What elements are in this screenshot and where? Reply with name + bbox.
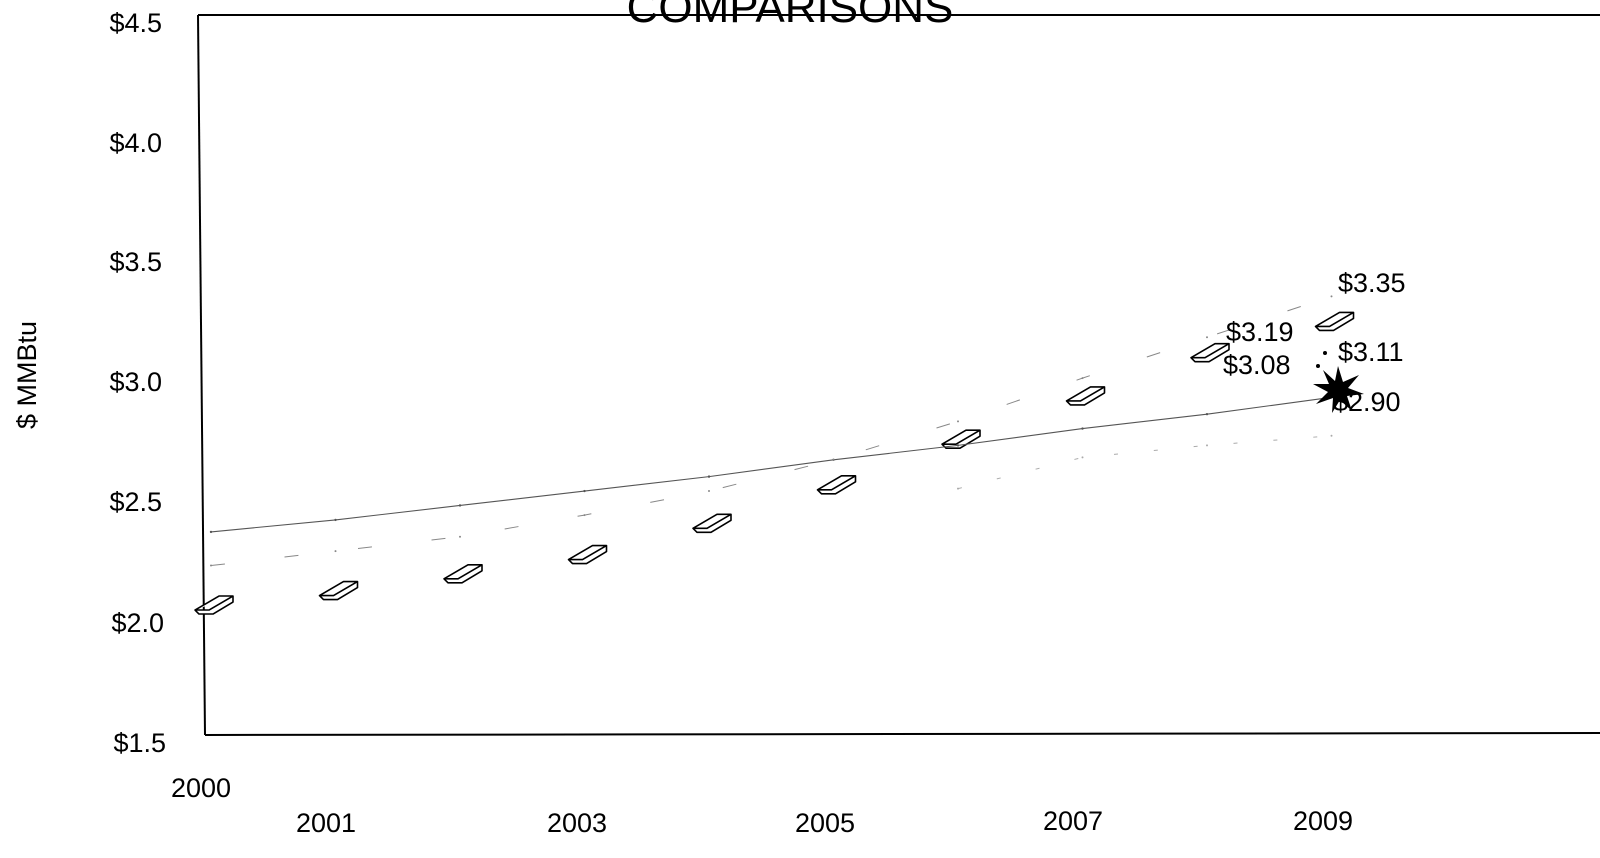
- y-tick-label: $3.0: [109, 367, 162, 397]
- data-point: [458, 504, 462, 507]
- data-point: [459, 535, 461, 538]
- data-label: $2.90: [1333, 387, 1401, 417]
- series-line: [210, 295, 1332, 567]
- data-label: $3.11: [1338, 337, 1404, 367]
- bar-marker: [443, 563, 483, 584]
- x-tick-label: 2000: [171, 773, 231, 803]
- data-point: [957, 487, 959, 490]
- y-tick-label: $4.5: [109, 8, 162, 38]
- data-label: $3.08: [1223, 350, 1291, 380]
- x-tick-label: 2001: [296, 808, 356, 838]
- bar-marker: [692, 513, 732, 534]
- bar-marker: [318, 580, 359, 601]
- bar-marker: [816, 475, 857, 495]
- star-marker: [1313, 366, 1364, 413]
- data-point: [583, 489, 586, 493]
- data-point: [1330, 295, 1333, 298]
- y-tick-label: $1.5: [113, 728, 166, 758]
- data-point: [1081, 377, 1084, 380]
- data-point: [708, 490, 710, 493]
- series-line: [957, 435, 1332, 490]
- data-label: $3.19: [1226, 317, 1294, 347]
- data-point: [707, 475, 711, 478]
- series-layer: [194, 295, 1355, 615]
- data-point: [957, 420, 959, 423]
- y-axis-line: [197, 14, 206, 736]
- x-axis-line: [204, 732, 1600, 736]
- data-point: [334, 518, 337, 522]
- x-tick-label: 2007: [1043, 806, 1103, 836]
- data-point: [1081, 427, 1084, 430]
- bar-marker: [1065, 386, 1106, 406]
- y-axis-label: $ MMBtu: [12, 321, 42, 429]
- data-point: [1323, 351, 1327, 355]
- y-tick-label: $3.5: [109, 247, 162, 277]
- bar-marker: [1190, 342, 1230, 363]
- series-line: [210, 396, 1332, 533]
- bar-marker: [1314, 311, 1355, 332]
- data-point: [1330, 434, 1333, 437]
- data-point: [209, 530, 213, 534]
- y-tick-label: $2.5: [109, 487, 162, 517]
- bar-marker: [194, 595, 234, 615]
- data-label: $3.35: [1338, 268, 1406, 298]
- data-point: [1206, 444, 1208, 447]
- x-tick-label: 2003: [547, 808, 607, 838]
- data-point: [832, 458, 835, 461]
- data-point: [956, 444, 960, 447]
- bar-marker: [567, 544, 608, 565]
- y-tick-label: $2.0: [111, 608, 164, 638]
- data-point: [1206, 336, 1208, 339]
- y-tick-label: $4.0: [109, 128, 162, 158]
- data-point: [583, 514, 586, 517]
- data-point: [210, 564, 212, 567]
- x-tick-label: 2005: [795, 808, 855, 838]
- x-tick-label: 2009: [1293, 806, 1353, 836]
- data-point: [1316, 364, 1320, 368]
- data-point: [1081, 456, 1084, 459]
- data-point: [334, 550, 337, 553]
- data-point: [1205, 412, 1209, 416]
